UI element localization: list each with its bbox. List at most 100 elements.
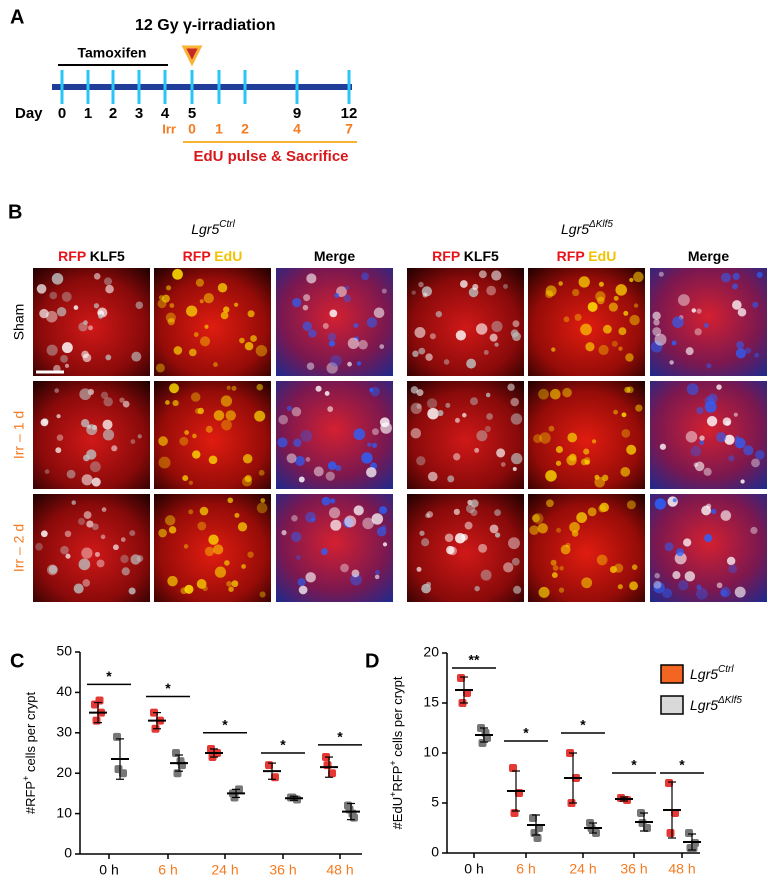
x-tick-label: 24 h <box>569 861 596 877</box>
micrograph-cell <box>300 429 313 442</box>
micrograph-cell <box>204 324 209 329</box>
irr-day: 7 <box>345 121 353 137</box>
micrograph-cell <box>49 291 58 300</box>
micrograph-cell <box>724 434 735 445</box>
micrograph-cell <box>416 403 422 409</box>
micrograph-cell <box>662 588 673 599</box>
micrograph-cell <box>427 407 439 420</box>
micrograph-cell <box>100 391 109 399</box>
micrograph-cell <box>654 333 667 346</box>
micrograph-cell <box>556 527 562 533</box>
micrograph-cell <box>615 284 627 296</box>
micrograph-cell <box>494 342 499 347</box>
micrograph-cell <box>483 349 489 355</box>
micrograph-cell <box>194 408 201 415</box>
micrograph-cell <box>512 467 517 472</box>
micrograph-cell <box>104 277 113 286</box>
data-point <box>114 765 123 774</box>
irr-day: 0 <box>188 121 196 137</box>
micrograph-cell <box>197 521 207 531</box>
micrograph-cell <box>169 303 175 308</box>
column-header: RFP EdU <box>183 248 243 264</box>
micrograph-cell <box>653 319 660 326</box>
micrograph-cell <box>190 392 201 402</box>
micrograph-cell <box>696 587 708 600</box>
y-tick-label: 20 <box>56 764 72 780</box>
micrograph-cell <box>587 507 597 517</box>
y-tick-label: 50 <box>56 643 72 659</box>
micrograph-cell <box>158 456 171 469</box>
micrograph-cell <box>242 453 253 464</box>
micrograph-cell <box>755 450 765 460</box>
micrograph-cell <box>298 585 308 595</box>
micrograph-cell <box>546 499 554 508</box>
micrograph-cell <box>652 311 661 320</box>
micrograph-cell <box>608 302 618 312</box>
micrograph-cell <box>694 328 702 336</box>
micrograph-cell <box>353 323 359 328</box>
micrograph-cell <box>459 280 468 288</box>
micrograph-cell <box>220 311 229 320</box>
micrograph-cell <box>704 400 717 413</box>
micrograph-cell <box>91 523 99 531</box>
y-tick-label: 10 <box>423 744 439 760</box>
micrograph-cell <box>629 277 634 283</box>
micrograph-cell <box>329 498 336 504</box>
micrograph-cell <box>327 406 334 412</box>
micrograph-cell <box>179 436 189 446</box>
micrograph-cell <box>461 533 468 541</box>
row-label: Irr – 2 d <box>11 524 27 572</box>
micrograph-cell <box>484 425 491 432</box>
micrograph-cell <box>208 534 219 545</box>
micrograph-cell <box>631 564 638 570</box>
micrograph-cell <box>559 565 564 571</box>
micrograph-cell <box>410 386 419 394</box>
micrograph-cell <box>696 308 702 314</box>
header-part: RFP <box>183 248 211 264</box>
irradiation-arrow <box>181 45 203 67</box>
edu-label: EdU pulse & Sacrifice <box>193 148 348 165</box>
micrograph-cell <box>100 534 106 540</box>
micrograph-cell <box>475 323 488 335</box>
micrograph-cell <box>327 461 337 470</box>
significance-label: * <box>631 757 637 773</box>
data-point <box>685 829 693 837</box>
micrograph-cell <box>167 575 178 587</box>
data-point <box>92 716 101 725</box>
y-axis-label: #RFP+ cells per crypt <box>21 691 38 814</box>
micrograph-cell <box>596 554 608 566</box>
micrograph-cell <box>112 544 119 551</box>
micrograph-cell <box>221 419 232 431</box>
micrograph-cell <box>226 581 232 587</box>
micrograph-cell <box>756 271 763 278</box>
micrograph-cell <box>361 272 370 281</box>
micrograph-cell <box>585 342 595 352</box>
micrograph-cell <box>96 559 105 568</box>
micrograph-cell <box>620 466 631 477</box>
micrograph-cell <box>435 310 443 318</box>
y-axis-label: #EdU+RFP+ cells per crypt <box>388 676 405 829</box>
micrograph-cell <box>685 347 694 356</box>
micrograph-cell <box>567 432 578 443</box>
micrograph-cell <box>120 554 129 564</box>
data-point <box>173 769 182 778</box>
micrograph-cell <box>558 587 565 593</box>
micrograph-cell <box>598 281 604 287</box>
column-header: Merge <box>314 248 355 264</box>
micrograph-cell <box>353 505 364 516</box>
micrograph-cell <box>418 347 426 355</box>
micrograph-cell <box>182 475 189 482</box>
micrograph-cell <box>188 348 197 357</box>
legend-swatch <box>660 695 684 715</box>
micrograph-cell <box>328 507 341 519</box>
micrograph-cell <box>617 584 623 590</box>
panel-label: A <box>10 6 24 28</box>
micrograph-cell <box>706 363 712 369</box>
micrograph-cell <box>366 317 378 328</box>
micrograph-cell <box>472 283 479 290</box>
micrograph-cell <box>751 458 760 468</box>
micrograph-cell <box>119 397 125 403</box>
micrograph-cell <box>321 496 331 506</box>
micrograph-cell <box>744 347 752 354</box>
